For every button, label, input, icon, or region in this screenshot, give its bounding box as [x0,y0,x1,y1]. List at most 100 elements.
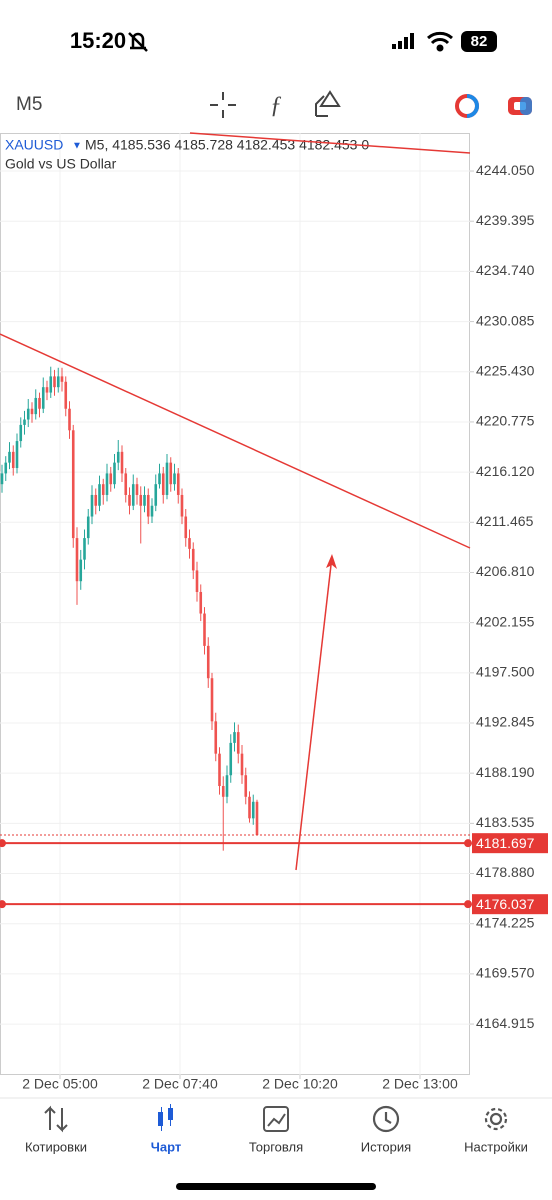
candle-body [64,381,68,409]
candle-body [233,732,236,743]
wifi-icon [427,31,453,52]
y-tick-label: 4192.845 [476,714,535,730]
candle-body [184,516,188,539]
grid [0,133,470,1075]
candle-body [0,473,4,485]
nav-item[interactable]: Котировки [25,1139,87,1154]
candle-body [94,494,98,506]
candle-body [15,441,19,469]
y-tick-label: 4164.915 [476,1015,535,1031]
candle-body [26,408,30,420]
candle-body [188,538,191,549]
nav-item[interactable]: Торговля [249,1139,303,1154]
battery [461,31,497,52]
y-tick-label: 4169.570 [476,965,535,981]
candle-body [79,559,83,582]
level-handle [464,839,472,848]
mute-icon [128,32,148,52]
crosshair-button[interactable] [210,92,236,118]
indicators-button[interactable]: ƒ [270,93,282,119]
candle-body [251,801,255,819]
timeframe-button[interactable]: M5 [16,94,42,115]
settings-icon [484,1107,508,1131]
candle-body [248,796,251,819]
y-tick-label: 4225.430 [476,362,535,378]
x-tick-label: 2 Dec 10:20 [262,1076,338,1092]
y-tick-label: 4206.810 [476,563,535,579]
symbol-dropdown[interactable]: ▼ [72,141,82,152]
chart-icon [158,1104,173,1131]
level-handle [0,839,6,848]
candle-body [8,451,11,463]
y-tick-label: 4220.775 [476,413,535,429]
price-axis: 4244.050 4239.395 4234.740 4230.085 4225.430… [470,162,535,1031]
candle-body [98,484,101,506]
price-tag [472,894,548,915]
symbol-description: Gold vs US Dollar [5,156,117,172]
level-handle [464,900,472,909]
candle-body [225,775,229,797]
trend-line[interactable] [189,132,471,154]
candle-body [38,397,41,409]
arrow-line[interactable] [295,564,332,871]
candle-body [34,397,38,415]
trend-line[interactable] [0,333,471,549]
nav-item[interactable]: Чарт [151,1139,182,1154]
candle-body [11,451,15,469]
home-indicator [176,1183,376,1190]
candle-body [53,376,56,388]
nav-item[interactable]: История [361,1139,411,1154]
y-tick-label: 4178.880 [476,864,535,880]
y-tick-label: 4174.225 [476,914,535,930]
candle-body [158,473,161,485]
arrow-head [326,554,337,569]
y-tick-label: 4211.465 [476,513,534,529]
account-icon[interactable] [455,94,479,118]
candles [0,366,259,851]
candle-body [139,494,143,506]
candle-body [23,419,26,425]
candle-body [173,473,176,485]
trade-icon[interactable] [508,97,532,115]
y-tick-label: 4216.120 [476,463,535,479]
candle-body [30,408,34,415]
candle-body [146,494,150,517]
candle-body [56,376,60,388]
candle-body [124,473,128,495]
candle-body [218,753,221,787]
nav-item[interactable]: Настройки [464,1139,528,1154]
trade-nav-icon [263,1106,289,1132]
candle-body [154,484,158,506]
y-tick-label: 4183.535 [476,814,535,830]
nav-labels: Котировки Чарт Торговля История Настройки [25,1139,528,1154]
x-tick-label: 2 Dec 05:00 [22,1076,98,1092]
candle-body [109,473,113,485]
candle-body [128,494,131,506]
candle-body [180,494,184,517]
candle-body [161,473,165,495]
candle-body [221,786,225,797]
candle-body [206,645,210,679]
price-tag-label: 4176.037 [476,896,535,912]
candle-body [210,678,214,722]
candle-body [236,732,240,754]
candle-body [4,462,8,474]
candle-body [135,484,139,495]
x-tick-label: 2 Dec 13:00 [382,1076,458,1092]
candle-body [105,473,109,495]
candle-body [150,505,154,517]
candle-body [101,484,105,495]
chart-frame [0,133,470,1075]
candle-body [229,742,233,776]
candle-body [75,538,79,582]
y-tick-label: 4244.050 [476,162,535,178]
history-icon [372,1105,400,1133]
candle-body [131,484,135,506]
symbol[interactable]: XAUUSD [5,137,63,153]
candle-body [41,387,45,409]
time-axis: 2 Dec 05:00 2 Dec 07:40 2 Dec 10:20 2 Dec 1… [22,1075,458,1092]
candle-body [203,613,206,646]
objects-button[interactable] [315,90,341,117]
